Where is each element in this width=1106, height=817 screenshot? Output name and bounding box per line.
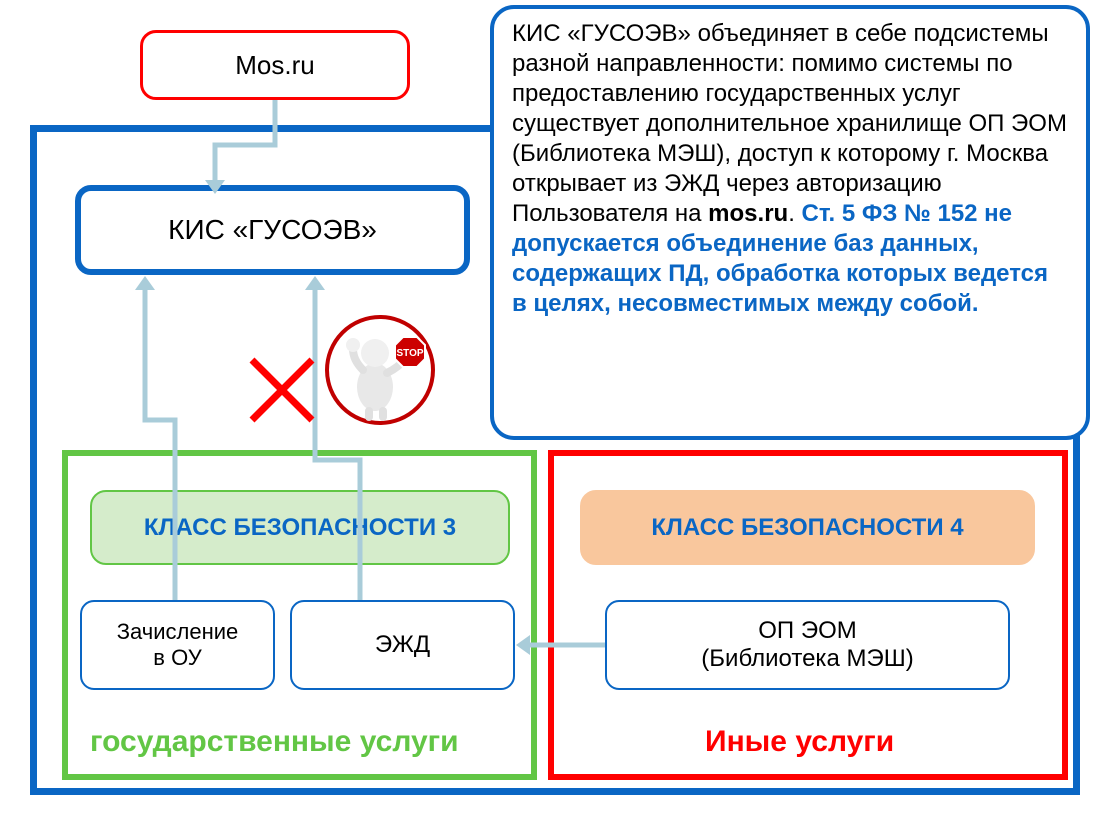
- callout-text-black: КИС «ГУСОЭВ» объединяет в себе подсистем…: [512, 20, 1067, 227]
- opeom-line2: (Библиотека МЭШ): [701, 645, 913, 673]
- ezhd-box: ЭЖД: [290, 600, 515, 690]
- callout-text-black-end: .: [788, 200, 795, 227]
- class3-box: КЛАСС БЕЗОПАСНОСТИ 3: [90, 490, 510, 565]
- opeom-text: ОП ЭОМ (Библиотека МЭШ): [701, 617, 913, 673]
- zach-text: Зачисление в ОУ: [117, 619, 239, 671]
- gov-services-label: государственные услуги: [90, 725, 459, 759]
- opeom-box: ОП ЭОМ (Библиотека МЭШ): [605, 600, 1010, 690]
- zach-line1: Зачисление: [117, 619, 239, 645]
- class3-label: КЛАСС БЕЗОПАСНОСТИ 3: [144, 514, 456, 542]
- mosru-label: Mos.ru: [235, 50, 314, 81]
- class4-box: КЛАСС БЕЗОПАСНОСТИ 4: [580, 490, 1035, 565]
- kis-box: КИС «ГУСОЭВ»: [75, 185, 470, 275]
- callout-box: КИС «ГУСОЭВ» объединяет в себе подсистем…: [490, 5, 1090, 440]
- ezhd-label: ЭЖД: [375, 631, 430, 659]
- callout-mosru-bold: mos.ru: [708, 200, 788, 227]
- zachislenie-box: Зачисление в ОУ: [80, 600, 275, 690]
- opeom-line1: ОП ЭОМ: [701, 617, 913, 645]
- stop-figure-icon: STOP: [325, 315, 435, 425]
- svg-text:STOP: STOP: [396, 348, 423, 359]
- kis-label: КИС «ГУСОЭВ»: [168, 214, 377, 246]
- mosru-box: Mos.ru: [140, 30, 410, 100]
- zach-line2: в ОУ: [117, 645, 239, 671]
- class4-label: КЛАСС БЕЗОПАСНОСТИ 4: [651, 514, 963, 542]
- other-services-label: Иные услуги: [705, 725, 894, 759]
